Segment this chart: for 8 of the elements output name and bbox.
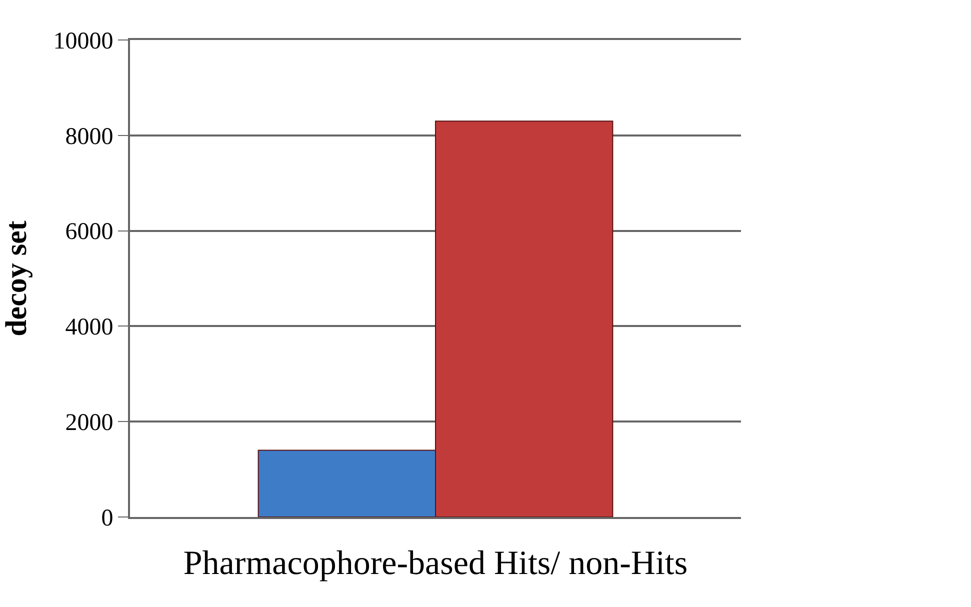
y-tick-label: 4000 [65, 314, 114, 341]
x-axis-title: Pharmacophore-based Hits/ non-Hits [183, 545, 688, 582]
y-tick-label: 10000 [53, 28, 114, 54]
y-tick-label: 6000 [65, 219, 114, 246]
y-tick-label: 8000 [65, 124, 114, 150]
y-tick-label: 2000 [65, 410, 114, 436]
y-axis-title: decoy set [0, 220, 33, 336]
y-tick-label: 0 [101, 505, 114, 532]
